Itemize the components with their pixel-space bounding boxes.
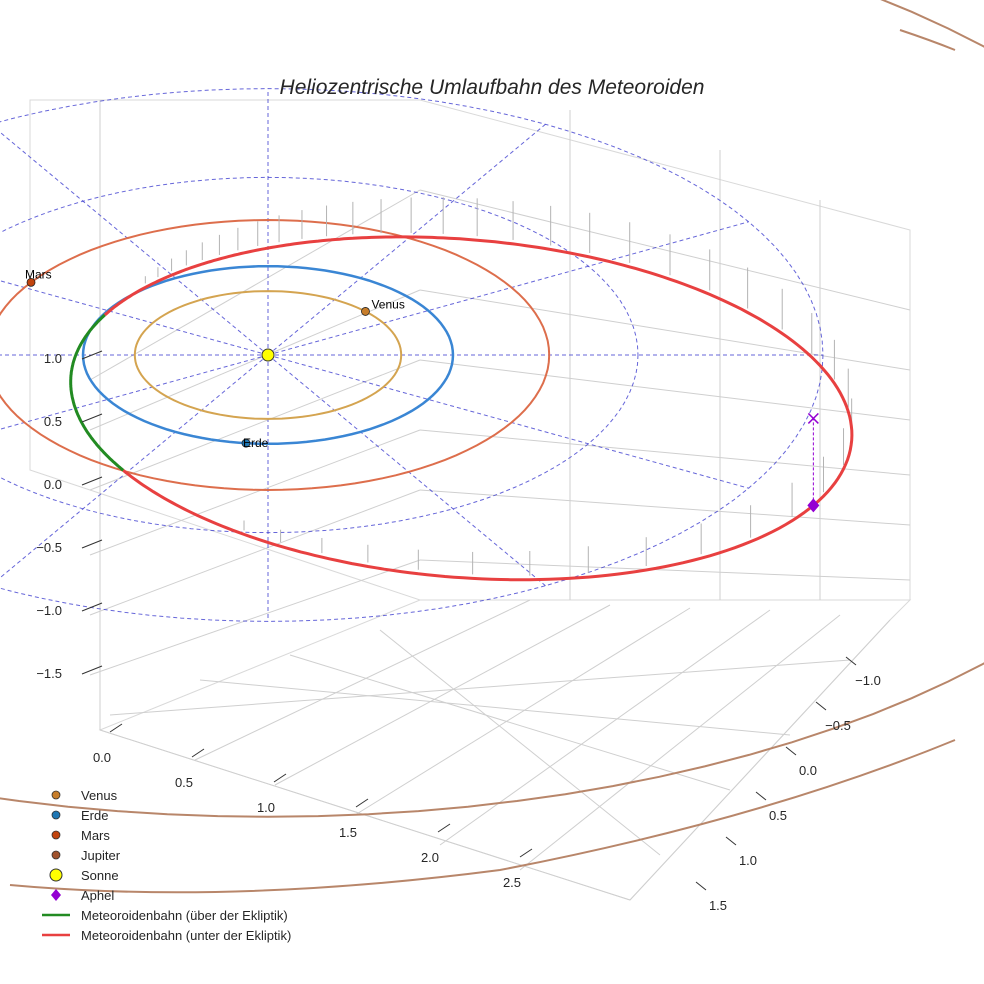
floor-pane bbox=[98, 599, 912, 901]
meteoroid-path-below-ecliptic bbox=[103, 235, 854, 582]
legend-label: Erde bbox=[81, 808, 108, 823]
legend-label: Mars bbox=[81, 828, 110, 843]
x-tick-mark bbox=[191, 748, 205, 758]
y-axis-ticks: −1.0 −0.5 0.0 0.5 1.0 1.5 bbox=[695, 656, 881, 913]
x-tick-label: 2.0 bbox=[421, 850, 439, 865]
z-axis-ticks: 1.0 0.5 0.0 −0.5 −1.0 −1.5 bbox=[36, 350, 103, 681]
y-tick-label: −0.5 bbox=[825, 718, 851, 733]
meteoroid-drop-lines bbox=[144, 197, 853, 576]
planet-venus bbox=[361, 307, 370, 316]
x-tick-label: 2.5 bbox=[503, 875, 521, 890]
z-tick-label: 1.0 bbox=[44, 351, 62, 366]
x-tick-mark bbox=[355, 798, 369, 808]
y-tick-mark bbox=[755, 791, 767, 801]
planet-mars bbox=[26, 277, 36, 287]
x-tick-mark bbox=[437, 823, 451, 833]
x-tick-label: 1.0 bbox=[257, 800, 275, 815]
y-tick-label: 1.5 bbox=[709, 898, 727, 913]
z-tick-label: −0.5 bbox=[36, 540, 62, 555]
x-tick-label: 1.5 bbox=[339, 825, 357, 840]
legend-label: Meteoroidenbahn (unter der Ekliptik) bbox=[81, 928, 291, 943]
planet-label-mars: Mars bbox=[25, 267, 52, 281]
y-tick-mark bbox=[845, 656, 857, 666]
x-tick-mark bbox=[273, 773, 287, 783]
planet-erde bbox=[241, 438, 251, 448]
z-tick-label: −1.0 bbox=[36, 603, 62, 618]
legend-marker-jupiter bbox=[51, 850, 61, 860]
y-tick-label: 0.5 bbox=[769, 808, 787, 823]
legend-marker-aphel bbox=[51, 889, 61, 901]
z-tick-label: 0.0 bbox=[44, 477, 62, 492]
x-tick-mark bbox=[519, 848, 533, 858]
planet-label-venus: Venus bbox=[371, 297, 404, 311]
celestial-bodies: Mars Venus Erde bbox=[25, 267, 820, 513]
legend-marker-mars bbox=[51, 830, 61, 840]
aphel-marker bbox=[807, 498, 820, 513]
y-tick-label: 1.0 bbox=[739, 853, 757, 868]
z-tick-mark bbox=[81, 602, 103, 612]
y-tick-mark bbox=[725, 836, 737, 846]
orbit-jupiter bbox=[0, 0, 984, 818]
z-tick-mark bbox=[81, 539, 103, 549]
legend-label: Aphel bbox=[81, 888, 114, 903]
jupiter-orbit-arcs bbox=[9, 29, 956, 894]
ecliptic-grid-radial bbox=[267, 354, 749, 489]
aphel-ecliptic-cross bbox=[807, 412, 819, 424]
grid-lines bbox=[89, 100, 911, 901]
orbit-venus bbox=[133, 290, 403, 420]
z-tick-mark bbox=[81, 476, 103, 486]
x-tick-label: 0.0 bbox=[93, 750, 111, 765]
legend-marker-venus bbox=[51, 790, 61, 800]
legend-marker-erde bbox=[51, 810, 61, 820]
axis-panes bbox=[29, 99, 912, 901]
legend-label: Jupiter bbox=[81, 848, 121, 863]
ecliptic-grid-radial bbox=[267, 221, 749, 356]
z-tick-label: −1.5 bbox=[36, 666, 62, 681]
x-tick-mark bbox=[109, 723, 123, 733]
y-tick-label: −1.0 bbox=[855, 673, 881, 688]
y-tick-mark bbox=[695, 881, 707, 891]
legend-label: Sonne bbox=[81, 868, 119, 883]
chart-title: Heliozentrische Umlaufbahn des Meteoroid… bbox=[280, 76, 705, 99]
z-tick-mark bbox=[81, 665, 103, 675]
meteoroid-path bbox=[69, 235, 854, 582]
z-tick-mark bbox=[81, 413, 103, 423]
legend-marker-sonne bbox=[49, 868, 63, 882]
planet-label-erde: Erde bbox=[243, 436, 269, 450]
z-tick-mark bbox=[81, 350, 103, 360]
meteoroid-path-above-ecliptic bbox=[69, 313, 125, 472]
y-tick-mark bbox=[815, 701, 827, 711]
x-tick-label: 0.5 bbox=[175, 775, 193, 790]
legend: Venus Erde Mars Jupiter Sonne Aphel Meteoroide… bbox=[42, 788, 291, 943]
legend-label: Venus bbox=[81, 788, 118, 803]
x-axis-ticks: 0.0 0.5 1.0 1.5 2.0 2.5 bbox=[93, 723, 533, 890]
legend-label: Meteoroidenbahn (über der Ekliptik) bbox=[81, 908, 288, 923]
z-tick-label: 0.5 bbox=[44, 414, 62, 429]
sun-marker bbox=[261, 348, 275, 362]
orbit-erde bbox=[81, 264, 455, 446]
y-tick-mark bbox=[785, 746, 797, 756]
y-tick-label: 0.0 bbox=[799, 763, 817, 778]
